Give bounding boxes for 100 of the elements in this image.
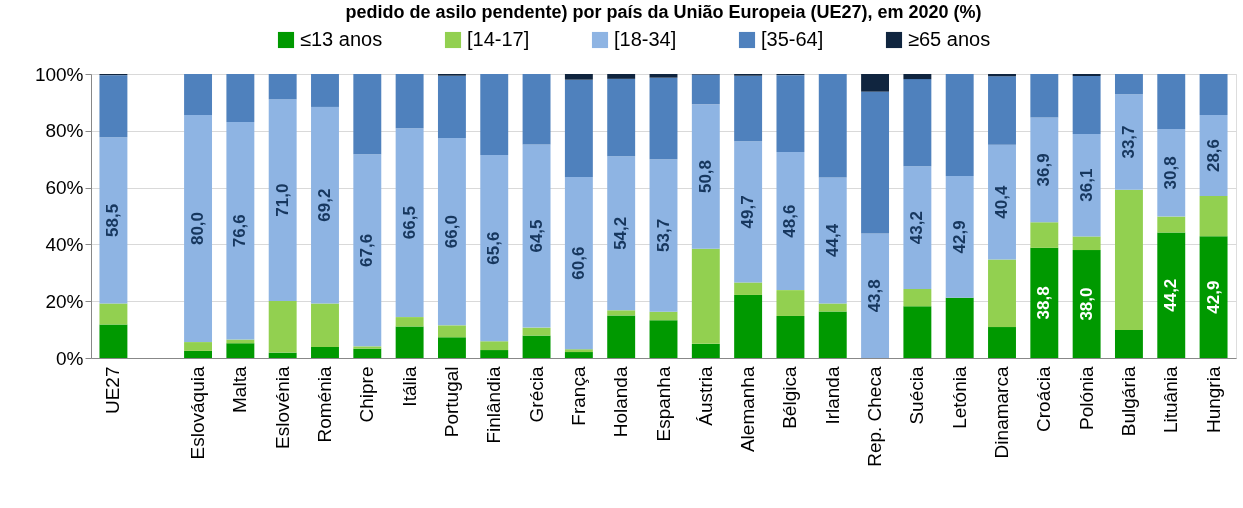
data-label: 60,6 <box>568 246 588 280</box>
legend-label: ≤13 anos <box>300 28 383 50</box>
data-label: 44,2 <box>1161 278 1181 312</box>
bar <box>649 74 678 78</box>
bar <box>99 303 128 325</box>
legend-label: [18-34] <box>614 28 677 50</box>
data-label: 43,8 <box>865 279 885 313</box>
x-tick-label: Itália <box>398 366 420 407</box>
bar <box>1199 236 1228 358</box>
bar <box>1157 74 1186 130</box>
data-label: 42,9 <box>949 220 969 254</box>
x-tick-label: Eslovénia <box>271 366 293 449</box>
bar <box>353 74 382 155</box>
data-label: 66,5 <box>399 206 419 240</box>
bar <box>988 76 1016 145</box>
y-tick-label: 60% <box>45 177 84 199</box>
bar <box>649 320 678 358</box>
bar <box>607 315 636 358</box>
x-tick-label: Lituânia <box>1160 366 1182 434</box>
x-tick-label: Espanha <box>652 366 674 442</box>
x-tick-label: Áustria <box>694 366 716 426</box>
bar <box>226 74 255 122</box>
bar <box>607 74 636 79</box>
data-label: 36,1 <box>1076 168 1096 202</box>
bar <box>988 259 1016 328</box>
data-label: 30,8 <box>1161 156 1181 190</box>
bar <box>1030 222 1059 248</box>
bar <box>1072 250 1101 358</box>
bar <box>184 342 213 351</box>
bar <box>311 346 339 358</box>
bar <box>1114 189 1143 330</box>
x-tick-label: Hungria <box>1202 366 1224 434</box>
bar <box>395 74 424 129</box>
bar <box>564 177 593 350</box>
bar <box>818 177 847 304</box>
bar <box>522 144 551 328</box>
bar <box>480 74 509 155</box>
bar <box>1157 216 1186 233</box>
data-label: 65,6 <box>484 231 504 265</box>
bar <box>437 337 466 358</box>
bar <box>988 144 1016 260</box>
bar <box>564 79 593 178</box>
data-label: 33,7 <box>1118 125 1138 159</box>
x-tick-label: Rep. Checa <box>864 366 886 467</box>
bar <box>99 324 128 358</box>
bar <box>184 350 213 358</box>
bar <box>1199 196 1228 237</box>
data-label: 48,6 <box>780 204 800 238</box>
bar <box>184 74 213 115</box>
x-tick-label: Holanda <box>610 366 632 438</box>
bar <box>437 75 466 138</box>
bar <box>734 294 763 358</box>
data-label: 43,2 <box>907 211 927 245</box>
data-label: 58,5 <box>103 203 123 237</box>
bar <box>99 75 128 138</box>
bar <box>903 79 932 167</box>
x-tick-label: Portugal <box>440 366 462 438</box>
bar <box>691 248 720 344</box>
bar <box>268 99 297 301</box>
bar <box>1114 74 1143 95</box>
data-label: 44,4 <box>822 223 842 257</box>
x-tick-label: Bélgica <box>779 366 801 429</box>
bar <box>1114 94 1143 190</box>
bar <box>226 122 255 340</box>
bar <box>734 75 763 142</box>
bar <box>437 137 466 326</box>
data-label: 71,0 <box>272 183 292 217</box>
data-label: 49,7 <box>738 195 758 229</box>
bar <box>903 306 932 358</box>
bar <box>945 74 974 176</box>
y-tick-label: 100% <box>34 63 84 85</box>
bar <box>1072 133 1101 237</box>
data-label: 38,0 <box>1076 287 1096 321</box>
data-label: 80,0 <box>188 211 208 246</box>
bar <box>734 141 763 283</box>
bar <box>607 78 636 157</box>
y-tick-label: 20% <box>45 290 84 312</box>
x-tick-label: Letónia <box>948 366 970 429</box>
data-label: 76,6 <box>230 214 250 248</box>
bar <box>1157 129 1186 217</box>
bar <box>649 159 678 312</box>
bar <box>522 327 551 336</box>
bar <box>945 297 974 358</box>
bar <box>268 352 297 358</box>
bar <box>691 74 720 105</box>
bar <box>268 74 297 100</box>
bar <box>522 335 551 358</box>
bar <box>1199 74 1228 115</box>
bar <box>1030 74 1059 118</box>
data-label: 67,6 <box>357 233 377 267</box>
data-label: 40,4 <box>992 185 1012 219</box>
data-label: 38,8 <box>1034 286 1054 320</box>
y-tick-label: 40% <box>45 233 84 255</box>
bar <box>691 343 720 358</box>
bar <box>776 315 805 358</box>
bar <box>1157 232 1186 358</box>
bar <box>437 325 466 338</box>
bar <box>311 106 339 304</box>
data-label: 66,0 <box>441 215 461 249</box>
bar <box>1114 329 1143 358</box>
